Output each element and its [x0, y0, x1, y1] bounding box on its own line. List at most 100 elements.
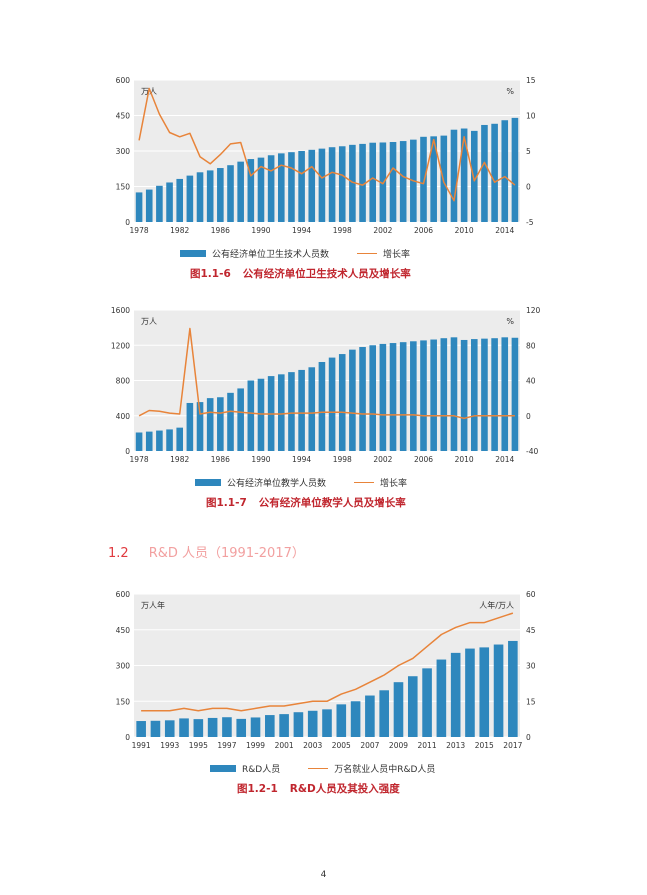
- bar: [436, 659, 447, 737]
- bar: [440, 135, 448, 222]
- y-tick-label: 450: [116, 112, 131, 121]
- bar: [277, 374, 285, 451]
- bar: [145, 431, 153, 451]
- bar: [359, 143, 366, 222]
- bar: [250, 717, 261, 737]
- legend-line-swatch: [354, 482, 375, 483]
- bar: [511, 337, 519, 451]
- bar: [379, 690, 389, 737]
- bar: [186, 175, 194, 222]
- x-tick-label: 1994: [292, 455, 311, 464]
- x-tick-label: 1990: [251, 226, 270, 235]
- x-tick-label: 2014: [495, 226, 514, 235]
- section-title: R&D 人员（1991-2017）: [148, 546, 305, 561]
- y-tick-label: 800: [116, 377, 131, 386]
- x-tick-label: 2007: [360, 741, 379, 750]
- y2-unit-label: %: [506, 87, 514, 96]
- x-tick-label: 1986: [211, 455, 230, 464]
- bar: [279, 714, 289, 737]
- y-unit-label: 万人年: [141, 600, 165, 610]
- bar: [365, 695, 375, 737]
- y-tick-label: 600: [116, 76, 131, 85]
- bar: [336, 704, 347, 737]
- bar: [460, 339, 468, 451]
- bar: [136, 721, 146, 737]
- bar: [166, 429, 173, 451]
- bar: [298, 151, 305, 222]
- bar: [349, 144, 356, 222]
- bar: [206, 170, 214, 222]
- bar: [410, 341, 417, 451]
- x-tick-label: 1978: [130, 455, 149, 464]
- bar: [237, 161, 244, 222]
- y-tick-label: 0: [125, 447, 130, 456]
- y-tick-label: 600: [116, 590, 131, 599]
- bar: [298, 369, 305, 451]
- x-tick-label: 2017: [503, 741, 522, 750]
- x-tick-label: 1998: [333, 226, 352, 235]
- y2-tick-label: 15: [526, 76, 536, 85]
- bar: [493, 644, 504, 737]
- x-tick-label: 2005: [332, 741, 351, 750]
- bar: [450, 337, 458, 451]
- bar: [389, 343, 397, 451]
- bar: [430, 339, 437, 451]
- bar: [156, 185, 163, 222]
- bar: [389, 142, 397, 222]
- page-number: 4: [320, 870, 327, 880]
- legend-line-label: 增长率: [380, 479, 408, 489]
- bar: [193, 719, 204, 737]
- bar: [338, 354, 346, 451]
- y2-unit-label: 人年/万人: [479, 600, 514, 610]
- bar: [338, 146, 346, 222]
- x-tick-label: 2015: [475, 741, 494, 750]
- x-tick-label: 2002: [373, 455, 392, 464]
- x-tick-label: 1998: [333, 455, 352, 464]
- x-tick-label: 2010: [455, 226, 474, 235]
- caption-title: 公有经济单位卫生技术人员及增长率: [242, 268, 411, 280]
- bar: [217, 397, 224, 451]
- bar: [196, 172, 204, 222]
- bar: [379, 343, 387, 451]
- legend-3: R&D人员 万名就业人员中R&D人员: [210, 762, 435, 775]
- x-tick-label: 1982: [170, 226, 189, 235]
- y2-unit-label: %: [506, 317, 514, 326]
- bar: [322, 709, 332, 737]
- bar: [422, 668, 432, 737]
- bar: [257, 157, 265, 222]
- section-number: 1.2: [108, 546, 129, 561]
- y2-tick-label: 80: [526, 341, 536, 350]
- bar: [318, 361, 326, 451]
- bar: [288, 152, 295, 222]
- bar: [156, 430, 163, 451]
- y2-tick-label: 5: [526, 147, 531, 156]
- bar: [267, 155, 275, 222]
- bar: [265, 715, 275, 737]
- section-heading: 1.2 R&D 人员（1991-2017）: [108, 542, 305, 561]
- legend-bar-swatch: [210, 765, 236, 772]
- bar: [227, 392, 234, 451]
- bar: [349, 349, 356, 451]
- bar: [236, 718, 247, 737]
- bar: [179, 718, 189, 737]
- bar: [227, 165, 234, 222]
- bar: [420, 136, 427, 222]
- bar: [450, 652, 461, 737]
- bar: [293, 712, 304, 737]
- legend-line-swatch: [357, 253, 378, 254]
- bar: [318, 148, 326, 222]
- x-tick-label: 1982: [170, 455, 189, 464]
- bar: [328, 147, 336, 222]
- bar: [465, 648, 475, 737]
- bar: [420, 340, 427, 451]
- x-tick-label: 2013: [446, 741, 465, 750]
- figure-caption-3: 图1.2-1 R&D人员及其投入强度: [237, 781, 412, 796]
- bar: [369, 142, 377, 222]
- bar: [166, 182, 173, 222]
- bar: [393, 682, 404, 737]
- bar: [247, 159, 255, 222]
- bar: [135, 192, 143, 222]
- caption-number: 图1.1-6: [190, 268, 231, 280]
- bar: [176, 178, 184, 222]
